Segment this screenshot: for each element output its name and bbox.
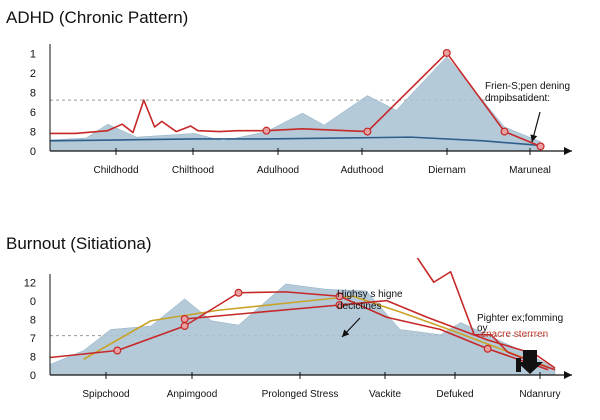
data-point: [262, 126, 271, 135]
adhd-chart: 0 8 6 8 2 1 Childhodd Chilthood Adulhood Aduthood…: [30, 44, 572, 176]
data-point: [113, 346, 122, 355]
y-tick-label: 1: [30, 48, 36, 60]
x-axis-arrow: [564, 371, 572, 379]
x-tick-label: Defuked: [436, 389, 473, 400]
chart-title-burnout: Burnout (Sitiationa): [6, 234, 152, 253]
y-tick-label: 7: [30, 333, 36, 345]
annotation-text: Frien-S;pen dening: [485, 81, 570, 92]
y-tick-label: 0: [30, 146, 36, 158]
data-point: [180, 314, 189, 323]
annotation-text: oy: [477, 323, 488, 334]
data-point: [335, 300, 344, 309]
x-tick-label: Chilthood: [172, 165, 214, 176]
y-tick-label: 12: [24, 278, 36, 290]
x-tick-label: Ndanrury: [519, 389, 560, 400]
x-tick-label: Maruneal: [509, 165, 551, 176]
down-arrow-marker: [517, 350, 543, 374]
x-tick-label: Adulhood: [257, 165, 299, 176]
annotation-text: dmpibsatident:: [485, 93, 550, 104]
annotation-arrowhead: [342, 329, 350, 337]
x-tick-label: Vackite: [369, 389, 401, 400]
y-tick-label: 0: [30, 370, 36, 382]
y-tick-label: 8: [30, 126, 36, 138]
chart-title-adhd: ADHD (Chronic Pattern): [6, 8, 189, 27]
x-tick-label: Spipchood: [82, 389, 129, 400]
line-series: [49, 291, 549, 371]
data-point: [335, 292, 344, 301]
x-axis-arrow: [564, 147, 572, 155]
data-point: [442, 48, 451, 57]
y-tick-label: 6: [30, 107, 36, 119]
y-tick-label: 8: [30, 315, 36, 327]
annotation-text: snacre sterrren: [481, 329, 548, 340]
annotation-arrowhead: [530, 134, 538, 142]
data-point: [180, 321, 189, 330]
y-tick-label: 8: [30, 352, 36, 364]
x-tick-label: Anpimgood: [167, 389, 218, 400]
line-series: [83, 295, 549, 368]
annotation-text: Pighter ex;fomming: [477, 313, 563, 324]
y-tick-label: 2: [30, 68, 36, 80]
y-tick-label: 0: [30, 296, 36, 308]
annotation-text: decictines: [337, 301, 381, 312]
area-series: [49, 56, 541, 152]
data-point: [483, 344, 492, 353]
data-point: [234, 288, 243, 297]
data-point: [363, 127, 372, 136]
annotation-text: Highsy s higne: [337, 289, 403, 300]
data-point: [500, 127, 509, 136]
x-tick-label: Prolonged Stress: [262, 389, 339, 400]
burnout-chart: 0 8 7 8 0 12 Spipchood Anpimgood Prolonged Stres…: [24, 258, 572, 400]
x-tick-label: Diernam: [428, 165, 466, 176]
x-tick-label: Aduthood: [341, 165, 384, 176]
x-tick-label: Childhodd: [93, 165, 138, 176]
y-tick-label: 8: [30, 87, 36, 99]
data-point: [536, 142, 545, 151]
marker-bar: [516, 358, 521, 372]
line-series: [49, 136, 541, 147]
